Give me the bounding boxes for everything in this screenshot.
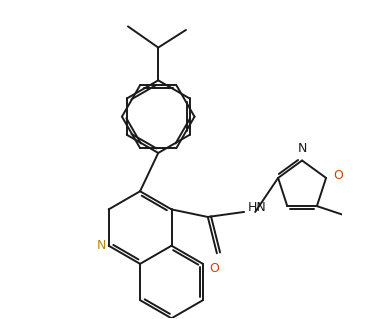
Text: N: N [298,143,307,155]
Text: HN: HN [248,201,266,214]
Text: N: N [96,239,106,252]
Text: O: O [209,262,219,275]
Text: O: O [333,169,343,182]
